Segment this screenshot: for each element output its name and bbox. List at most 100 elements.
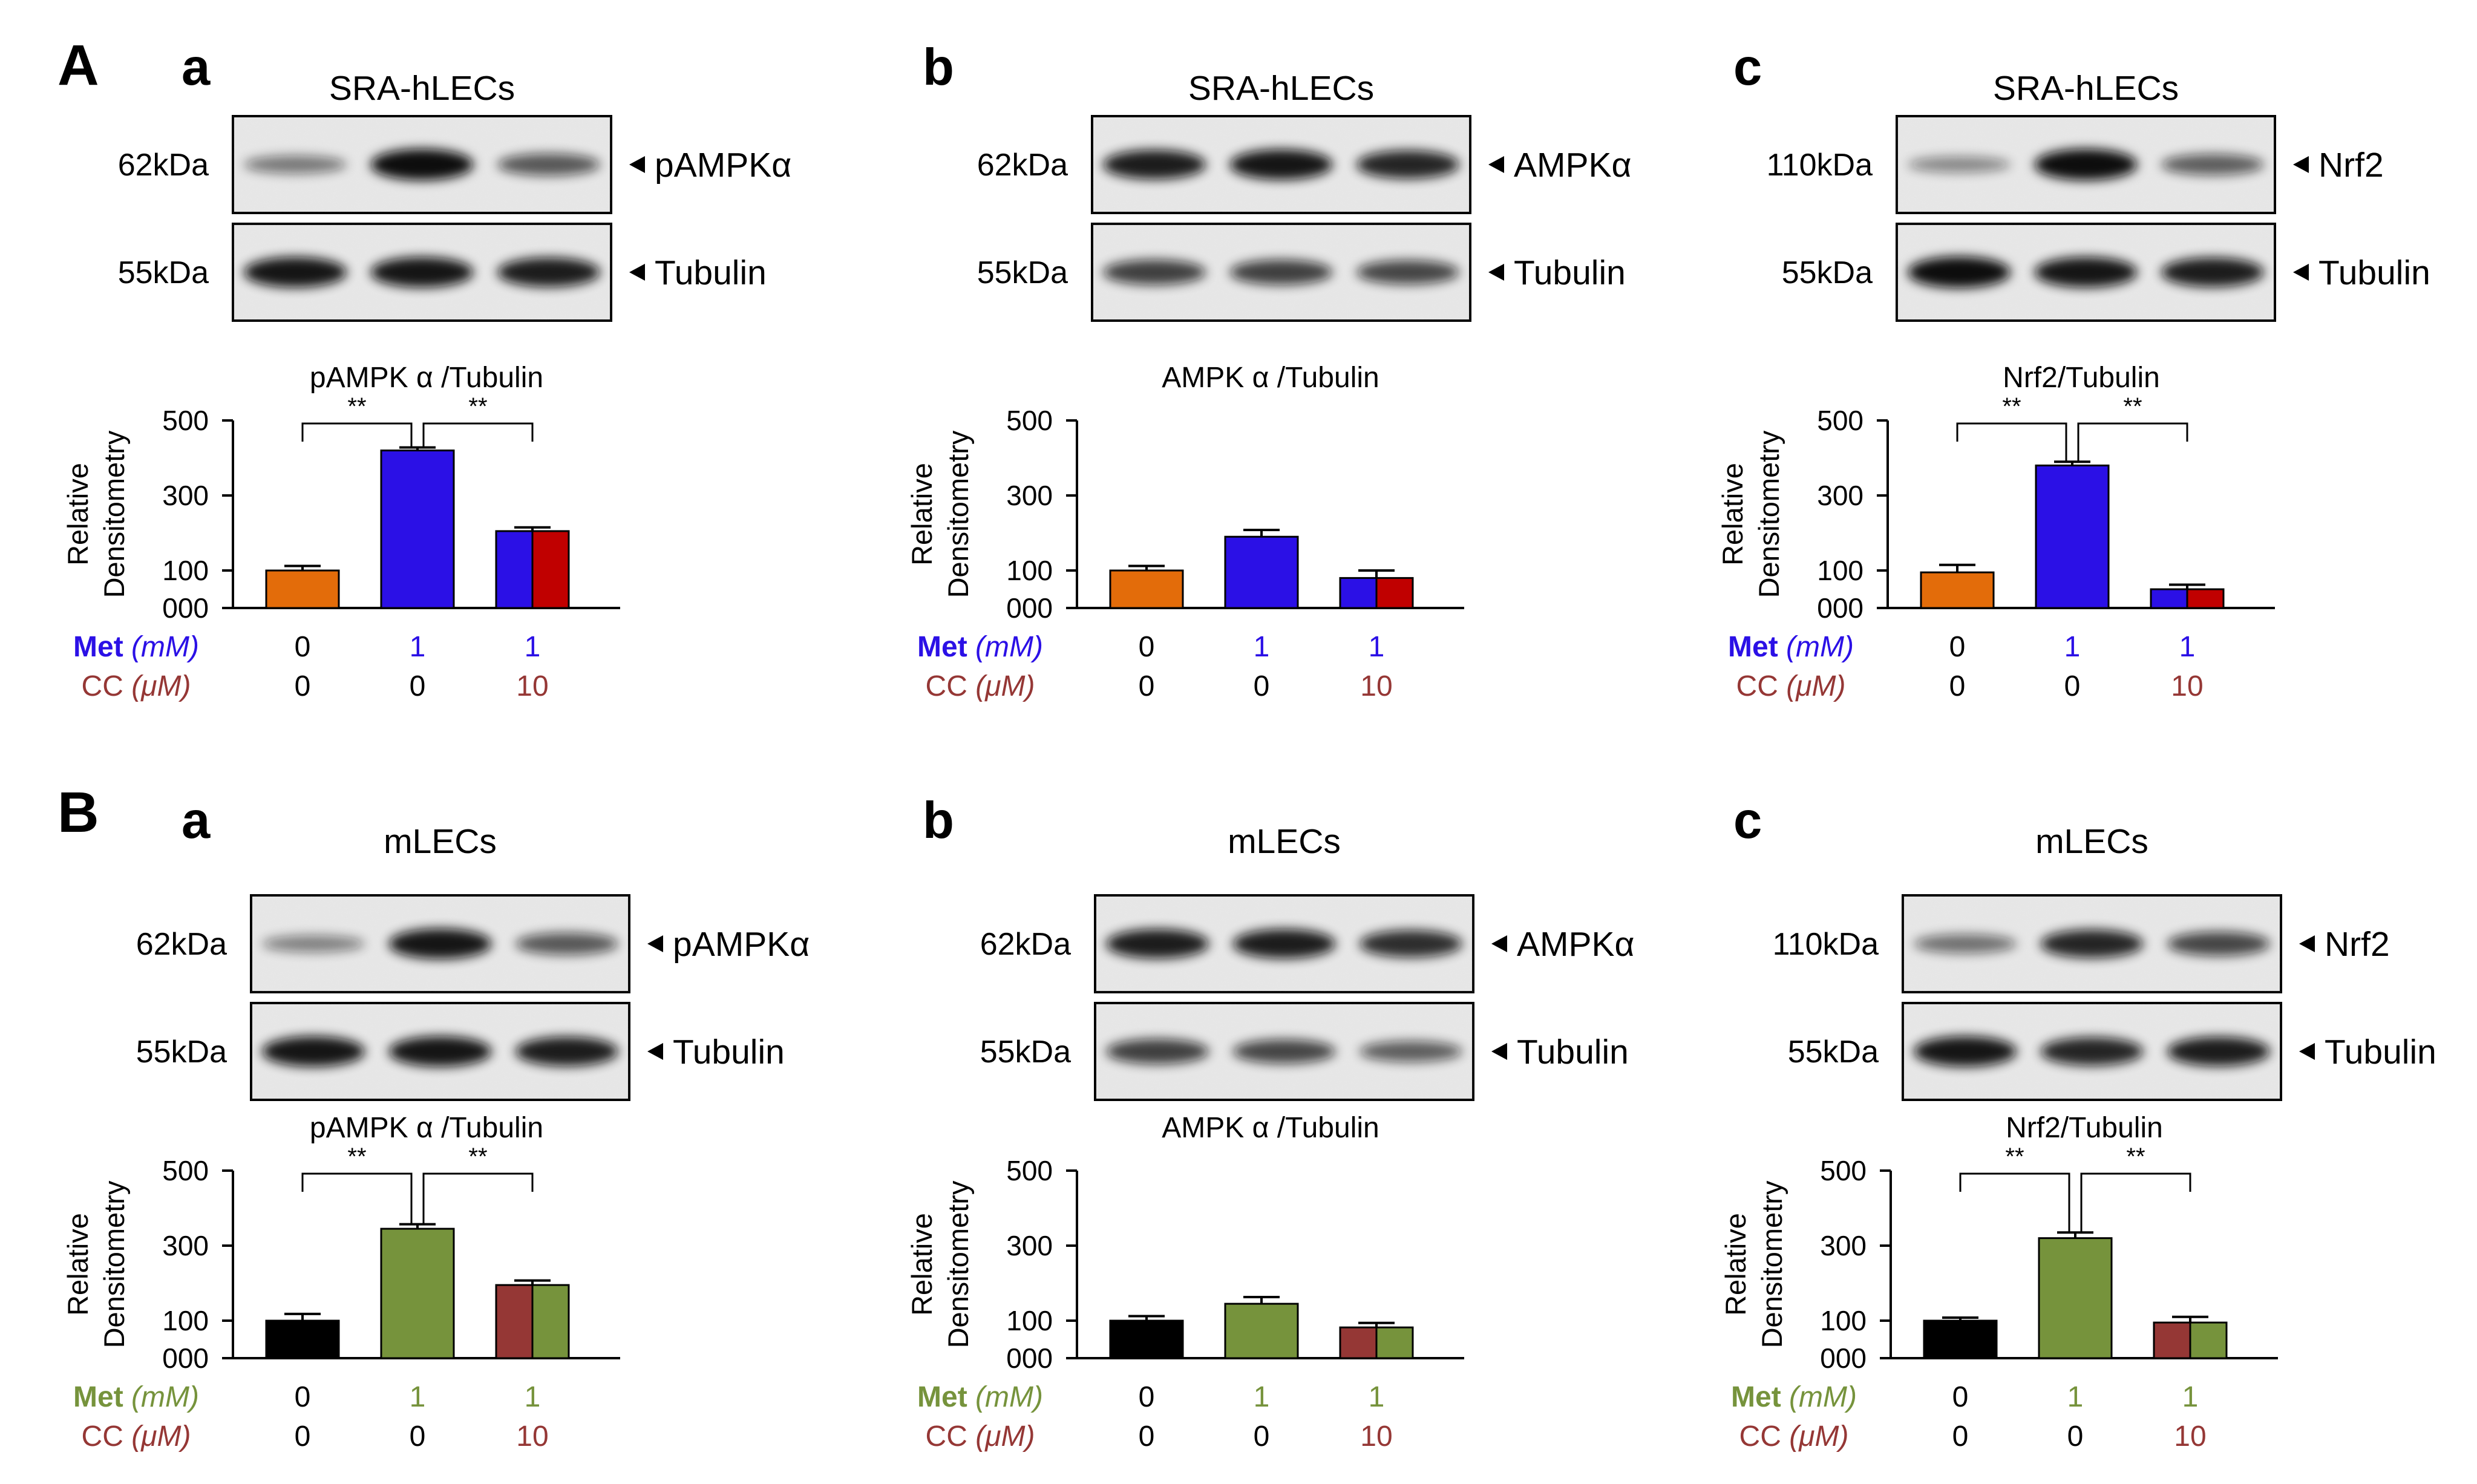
bar: [1923, 1319, 1998, 1359]
cc-row-label: CC (μM): [926, 1420, 1035, 1453]
blot-band: [1232, 929, 1336, 959]
y-tick-label: 100: [162, 555, 209, 586]
blot-pampk-strip: [232, 115, 612, 214]
protein-label: Tubulin: [673, 1033, 785, 1071]
y-axis-label: Relative: [906, 1213, 938, 1316]
significance-bracket: [301, 1172, 413, 1224]
blot-tubulin-strip: [1094, 1002, 1474, 1101]
cell-line-title: SRA-hLECs: [1993, 69, 2179, 108]
blot-band: [1229, 149, 1333, 180]
blot-band: [1914, 1036, 2017, 1067]
bar: [380, 1227, 455, 1359]
blot-band: [2040, 1037, 2144, 1066]
met-value: 0: [1949, 631, 1966, 663]
blot-band: [2167, 1036, 2270, 1067]
blot-band: [515, 932, 618, 955]
cell-line-title: mLECs: [2035, 822, 2148, 861]
cell-line-title: SRA-hLECs: [1188, 69, 1374, 108]
y-tick-label: 500: [162, 405, 209, 436]
kda-label: 55kDa: [1782, 255, 1873, 290]
y-tick-label: 000: [162, 592, 209, 624]
blot-band: [497, 153, 600, 176]
bar-met-cc-right: [2189, 1321, 2228, 1359]
protein-label: Tubulin: [1514, 253, 1626, 292]
met-value: 0: [295, 1381, 311, 1413]
met-value: 1: [410, 1381, 426, 1413]
blot-band: [515, 1036, 618, 1067]
y-tick-label: 100: [162, 1305, 209, 1336]
blot-band: [1103, 260, 1206, 285]
blot-band: [262, 1036, 365, 1067]
protein-label: Tubulin: [655, 253, 767, 292]
blot-pampk-strip: [250, 894, 630, 993]
arrow-icon: [1491, 1043, 1507, 1060]
met-value: 1: [410, 631, 426, 663]
y-tick-label: 000: [1820, 1342, 1867, 1374]
arrow-icon: [1491, 935, 1507, 952]
bar: [1224, 1303, 1299, 1359]
blot-band: [388, 928, 492, 959]
chart-title: pAMPK α /Tubulin: [310, 362, 543, 394]
y-axis-label: Relative: [906, 463, 938, 566]
cc-value: 10: [2171, 670, 2203, 702]
y-tick-label: 500: [1006, 1155, 1053, 1186]
y-tick-label: 100: [1006, 1305, 1053, 1336]
arrow-icon: [2299, 1043, 2315, 1060]
blot-band: [1914, 934, 2017, 953]
kda-label: 62kDa: [136, 927, 227, 962]
y-tick-label: 500: [1817, 405, 1863, 436]
blot-band: [497, 257, 600, 287]
bar: [380, 449, 455, 609]
blot-band: [2161, 154, 2264, 175]
blot-band: [262, 935, 365, 953]
met-value: 1: [1369, 631, 1385, 663]
cc-value: 0: [1952, 1420, 1969, 1453]
bar: [265, 569, 340, 609]
protein-label: AMPKα: [1517, 925, 1635, 964]
bar: [1224, 535, 1299, 609]
y-axis-label: Densitometry: [98, 430, 130, 598]
cc-value: 0: [1254, 670, 1270, 702]
blot-band: [2167, 931, 2270, 956]
significance-bracket: [301, 422, 413, 448]
y-axis-label: Densitometry: [98, 1180, 130, 1348]
blot-band: [1103, 149, 1206, 180]
kda-label: 62kDa: [980, 927, 1071, 962]
cc-value: 0: [2064, 670, 2081, 702]
kda-label: 62kDa: [977, 148, 1068, 183]
bar-met-cc-left: [495, 1284, 534, 1359]
y-axis-label: Densitometry: [942, 1180, 974, 1348]
chart-title: pAMPK α /Tubulin: [310, 1112, 543, 1144]
panel-A-c: c SRA-hLECs 110kDa Nrf2 55kDa Tubulin Nrf2/Tub…: [1716, 39, 2430, 702]
blot-band: [2161, 257, 2264, 287]
met-row-label: Met (mM): [917, 1381, 1043, 1413]
met-row-label: Met (mM): [1731, 1381, 1857, 1413]
met-value: 0: [295, 631, 311, 663]
cc-value: 10: [1360, 1420, 1392, 1453]
y-tick-label: 500: [1820, 1155, 1867, 1186]
significance-stars: **: [347, 393, 366, 420]
y-tick-label: 300: [1820, 1230, 1867, 1261]
met-value: 0: [1139, 631, 1155, 663]
arrow-icon: [2293, 264, 2309, 281]
significance-bracket: [1959, 1172, 2070, 1233]
significance-stars: **: [2002, 393, 2021, 420]
cc-value: 0: [410, 1420, 426, 1453]
significance-bracket: [2080, 1172, 2191, 1233]
cc-row-label: CC (μM): [1736, 670, 1846, 702]
significance-stars: **: [2123, 393, 2142, 420]
bar: [2035, 464, 2110, 609]
y-axis-label: Relative: [1720, 1213, 1752, 1316]
blot-band: [1229, 260, 1333, 285]
cc-value: 0: [1139, 1420, 1155, 1453]
blot-tubulin-strip: [1896, 223, 2276, 322]
y-axis-label: Relative: [62, 1213, 94, 1316]
protein-label: Tubulin: [2325, 1033, 2436, 1071]
blot-band: [1106, 1039, 1209, 1064]
arrow-icon: [1488, 156, 1504, 173]
protein-label: AMPKα: [1514, 146, 1632, 185]
cell-line-title: SRA-hLECs: [329, 69, 515, 108]
met-value: 1: [525, 1381, 541, 1413]
blot-band: [1359, 1041, 1462, 1062]
significance-stars: **: [468, 393, 487, 420]
